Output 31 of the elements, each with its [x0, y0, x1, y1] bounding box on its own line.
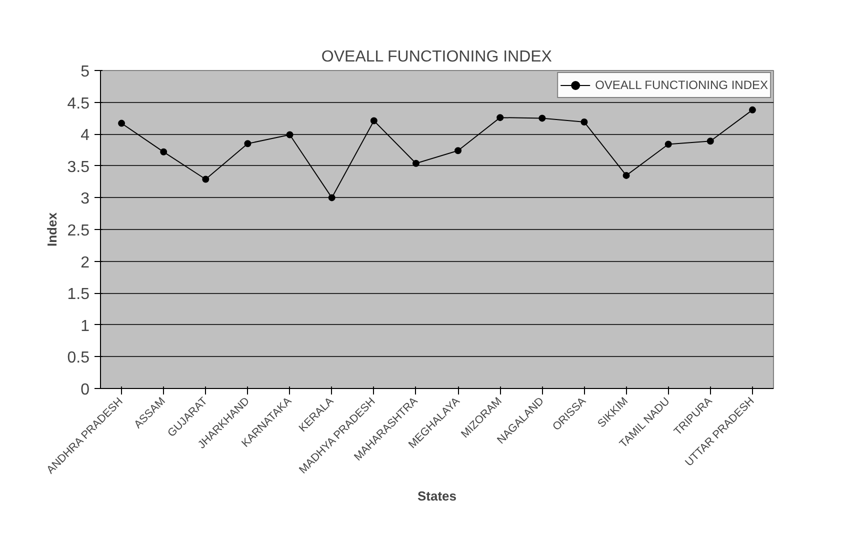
y-tick-label: 3	[80, 190, 90, 208]
y-tick-label: 0.5	[67, 350, 90, 367]
y-tick-label: 4.5	[67, 95, 90, 112]
point	[202, 176, 210, 183]
y-tick-label: 2	[80, 254, 90, 272]
y-tick-label: 2.5	[67, 222, 90, 240]
point	[370, 117, 378, 124]
point	[706, 138, 714, 145]
point	[664, 140, 672, 148]
chart-title: OVEALL FUNCTIONING INDEX	[321, 48, 552, 66]
y-tick-label: 4	[80, 127, 90, 144]
y-tick-label: 0	[80, 382, 90, 398]
point	[286, 131, 294, 138]
point	[748, 106, 756, 114]
x-axis-title: States	[417, 488, 457, 504]
point	[538, 114, 546, 122]
point	[622, 172, 630, 179]
y-tick-label: 3.5	[67, 158, 90, 176]
point	[496, 114, 504, 122]
y-tick-label: 5	[80, 64, 90, 80]
y-tick-label: 1	[80, 318, 90, 335]
legend-label: OVEALL FUNCTIONING INDEX	[595, 78, 768, 92]
point	[328, 194, 336, 202]
point	[580, 118, 588, 126]
point	[454, 147, 462, 154]
point	[118, 120, 126, 127]
point	[244, 140, 252, 148]
y-axis-title: Index	[44, 212, 60, 246]
point	[412, 160, 420, 167]
point	[160, 148, 168, 156]
y-tick-label: 1.5	[67, 286, 90, 304]
